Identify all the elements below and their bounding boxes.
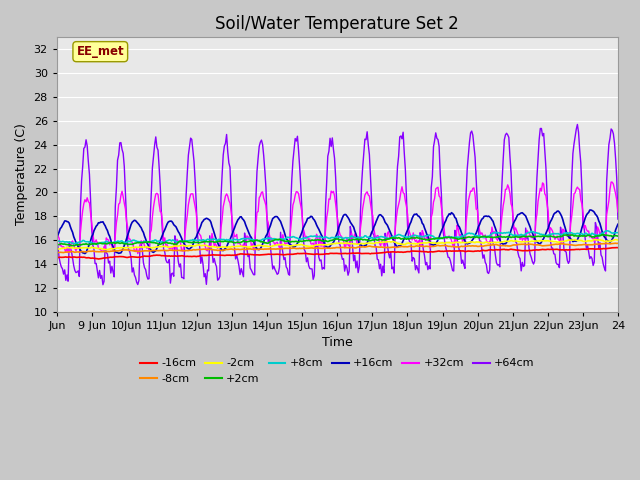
- -2cm: [102, 247, 110, 252]
- +2cm: [53, 242, 61, 248]
- -16cm: [53, 255, 61, 261]
- Line: +2cm: +2cm: [57, 235, 618, 246]
- +8cm: [93, 241, 101, 247]
- Line: -16cm: -16cm: [57, 248, 618, 259]
- -8cm: [54, 250, 62, 255]
- +16cm: [81, 251, 89, 256]
- +2cm: [68, 243, 76, 249]
- -8cm: [53, 250, 61, 255]
- +8cm: [321, 234, 328, 240]
- +32cm: [388, 233, 396, 239]
- -8cm: [358, 244, 365, 250]
- Y-axis label: Temperature (C): Temperature (C): [15, 123, 28, 226]
- Line: +64cm: +64cm: [57, 124, 618, 285]
- Line: +8cm: +8cm: [57, 231, 618, 244]
- +16cm: [53, 235, 61, 240]
- -2cm: [603, 238, 611, 244]
- +64cm: [603, 179, 611, 185]
- +16cm: [614, 221, 621, 227]
- -8cm: [614, 240, 621, 246]
- +32cm: [614, 209, 621, 215]
- -16cm: [95, 256, 102, 262]
- +32cm: [324, 208, 332, 214]
- +64cm: [388, 266, 396, 272]
- +16cm: [388, 233, 396, 239]
- -2cm: [321, 242, 328, 248]
- +64cm: [99, 282, 107, 288]
- X-axis label: Time: Time: [322, 336, 353, 349]
- -2cm: [591, 237, 599, 242]
- -2cm: [53, 246, 61, 252]
- -2cm: [324, 242, 332, 248]
- +32cm: [358, 216, 365, 222]
- +32cm: [321, 239, 328, 244]
- -8cm: [602, 240, 609, 246]
- +64cm: [614, 216, 621, 222]
- +8cm: [514, 233, 522, 239]
- -16cm: [514, 247, 522, 253]
- +64cm: [324, 153, 332, 159]
- +32cm: [134, 251, 141, 256]
- -2cm: [514, 239, 522, 244]
- +16cm: [324, 245, 332, 251]
- -16cm: [321, 252, 328, 257]
- -16cm: [388, 249, 396, 255]
- Line: +32cm: +32cm: [57, 182, 618, 253]
- +8cm: [324, 235, 332, 240]
- Line: -2cm: -2cm: [57, 240, 618, 250]
- +8cm: [358, 234, 365, 240]
- -16cm: [613, 245, 621, 251]
- -2cm: [614, 237, 621, 243]
- Legend: -16cm, -8cm, -2cm, +2cm, +8cm, +16cm, +32cm, +64cm: -16cm, -8cm, -2cm, +2cm, +8cm, +16cm, +3…: [136, 354, 539, 388]
- Text: EE_met: EE_met: [76, 45, 124, 58]
- +2cm: [514, 234, 522, 240]
- +8cm: [602, 228, 609, 234]
- -16cm: [602, 246, 609, 252]
- +64cm: [358, 182, 365, 188]
- +16cm: [514, 212, 522, 217]
- +16cm: [358, 243, 365, 249]
- -8cm: [324, 245, 332, 251]
- -2cm: [358, 240, 365, 246]
- +8cm: [604, 228, 612, 234]
- +2cm: [603, 232, 611, 238]
- +64cm: [573, 121, 581, 127]
- +2cm: [614, 233, 621, 239]
- Line: -8cm: -8cm: [57, 243, 618, 252]
- -8cm: [612, 240, 620, 246]
- +2cm: [324, 239, 332, 244]
- -16cm: [614, 245, 621, 251]
- -8cm: [388, 244, 396, 250]
- +2cm: [388, 235, 396, 241]
- +32cm: [53, 220, 61, 226]
- +64cm: [514, 249, 522, 255]
- +64cm: [53, 240, 61, 246]
- +32cm: [602, 235, 609, 240]
- Line: +16cm: +16cm: [57, 210, 618, 253]
- -16cm: [324, 251, 332, 257]
- +8cm: [388, 234, 396, 240]
- -8cm: [321, 245, 328, 251]
- +2cm: [598, 232, 606, 238]
- +64cm: [321, 266, 328, 272]
- +8cm: [53, 239, 61, 245]
- +16cm: [587, 207, 595, 213]
- Title: Soil/Water Temperature Set 2: Soil/Water Temperature Set 2: [216, 15, 460, 33]
- +32cm: [607, 179, 615, 185]
- +32cm: [514, 231, 522, 237]
- -16cm: [358, 251, 365, 256]
- +2cm: [321, 239, 328, 244]
- -2cm: [388, 239, 396, 245]
- +16cm: [603, 237, 611, 243]
- +8cm: [614, 230, 621, 236]
- +2cm: [358, 236, 365, 242]
- -8cm: [514, 242, 522, 248]
- +16cm: [321, 241, 328, 247]
